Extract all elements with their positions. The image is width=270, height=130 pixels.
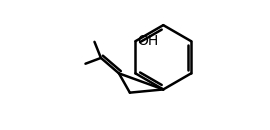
Text: OH: OH bbox=[137, 34, 159, 48]
